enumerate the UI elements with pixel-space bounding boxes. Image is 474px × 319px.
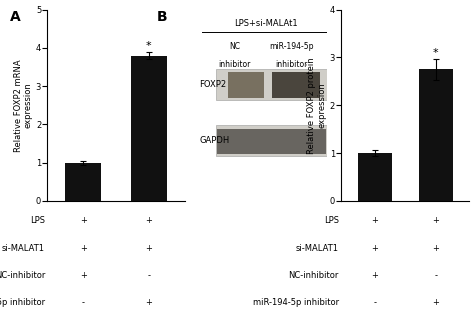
Text: +: +	[371, 243, 378, 253]
Bar	[131, 56, 167, 201]
Text: +: +	[432, 243, 439, 253]
Text: +: +	[146, 216, 152, 226]
Text: +: +	[146, 298, 152, 307]
Text: *: *	[433, 48, 438, 58]
Text: miR-194-5p: miR-194-5p	[269, 42, 313, 51]
Text: +: +	[432, 298, 439, 307]
Bar	[358, 153, 392, 201]
Text: LPS+si-MALAt1: LPS+si-MALAt1	[234, 19, 298, 28]
Text: inhibitor: inhibitor	[275, 61, 308, 70]
Bar	[216, 69, 327, 100]
Text: FOXP2: FOXP2	[199, 80, 226, 89]
Bar	[217, 129, 326, 154]
Text: -: -	[374, 298, 376, 307]
Text: GAPDH: GAPDH	[199, 136, 229, 145]
Text: +: +	[371, 216, 378, 226]
Text: +: +	[80, 271, 87, 280]
Y-axis label: Relative FOXP2 protein
expression: Relative FOXP2 protein expression	[308, 57, 327, 153]
Bar	[272, 72, 320, 98]
Text: -: -	[147, 271, 150, 280]
Text: LPS: LPS	[30, 216, 45, 226]
Text: +: +	[146, 243, 152, 253]
Text: NC-inhibitor: NC-inhibitor	[289, 271, 339, 280]
Text: +: +	[80, 243, 87, 253]
Text: NC: NC	[229, 42, 240, 51]
Y-axis label: Relative FOXP2 mRNA
expression: Relative FOXP2 mRNA expression	[14, 59, 33, 152]
Text: si-MALAT1: si-MALAT1	[2, 243, 45, 253]
Text: LPS: LPS	[324, 216, 339, 226]
Text: si-MALAT1: si-MALAT1	[296, 243, 339, 253]
Text: miR-194-5p inhibitor: miR-194-5p inhibitor	[0, 298, 45, 307]
Bar	[228, 72, 264, 98]
Text: -: -	[434, 271, 437, 280]
Text: inhibitor: inhibitor	[219, 61, 251, 70]
Text: -: -	[82, 298, 85, 307]
Text: +: +	[371, 271, 378, 280]
Text: *: *	[146, 41, 152, 50]
Text: NC-inhibitor: NC-inhibitor	[0, 271, 45, 280]
Bar	[419, 70, 453, 201]
Text: miR-194-5p inhibitor: miR-194-5p inhibitor	[253, 298, 339, 307]
Bar	[65, 163, 101, 201]
Text: +: +	[432, 216, 439, 226]
Text: B: B	[156, 10, 167, 24]
Text: A: A	[9, 10, 20, 24]
Bar	[216, 125, 327, 156]
Text: +: +	[80, 216, 87, 226]
